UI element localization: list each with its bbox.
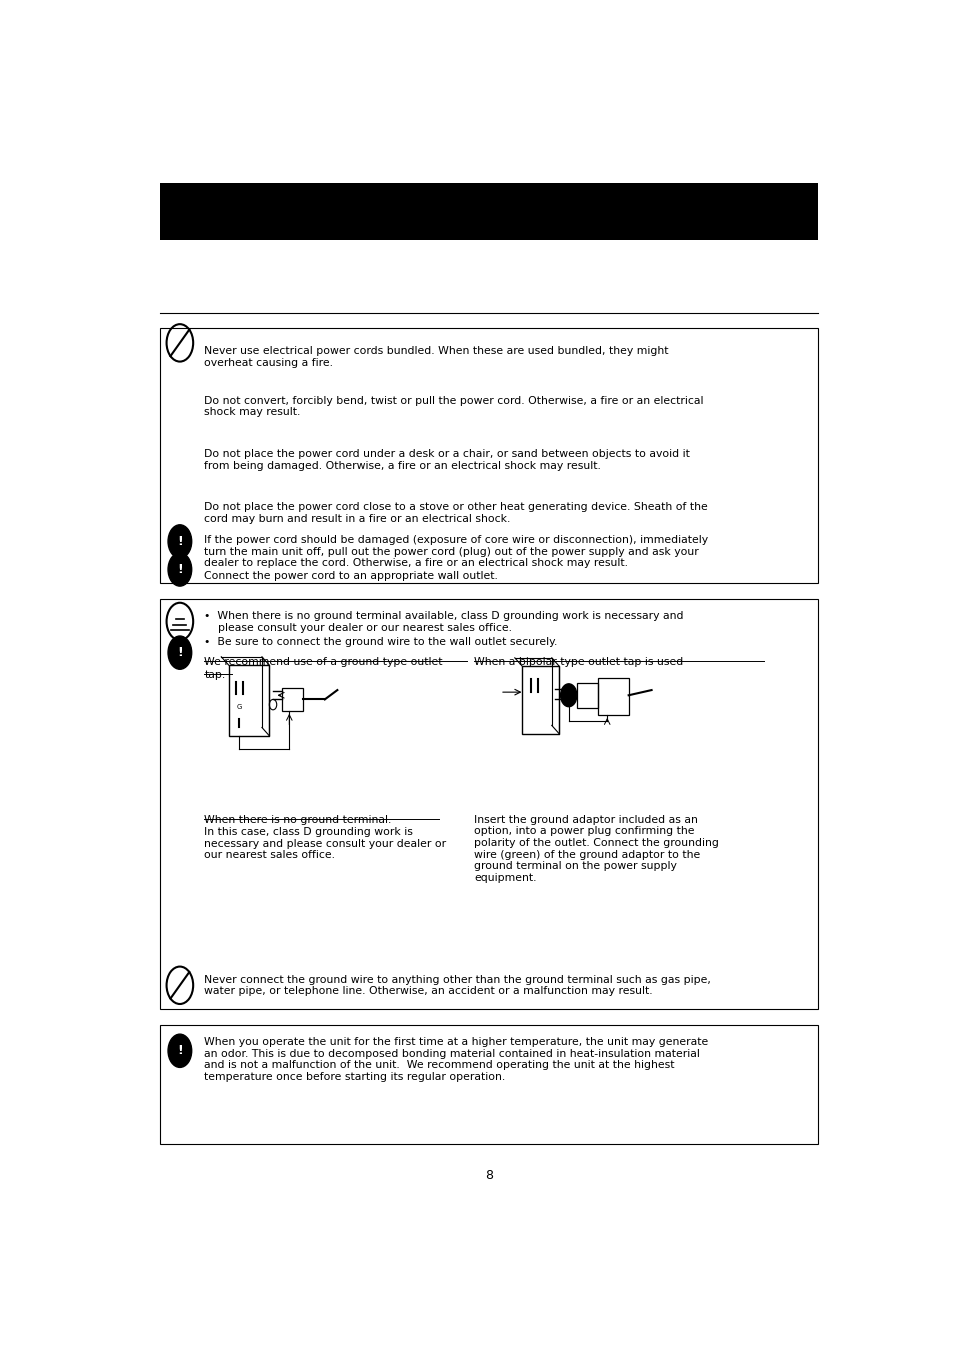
Text: !: ! [177, 535, 183, 548]
FancyBboxPatch shape [160, 328, 817, 583]
Text: When there is no ground terminal.: When there is no ground terminal. [204, 815, 392, 825]
Text: When a bipolar type outlet tap is used: When a bipolar type outlet tap is used [474, 657, 682, 667]
FancyBboxPatch shape [160, 598, 817, 1010]
Text: 8: 8 [484, 1169, 493, 1183]
Text: G: G [236, 703, 242, 710]
Text: tap.: tap. [204, 671, 225, 680]
Text: Connect the power cord to an appropriate wall outlet.: Connect the power cord to an appropriate… [204, 571, 497, 580]
Text: •  When there is no ground terminal available, class D grounding work is necessa: • When there is no ground terminal avail… [204, 612, 683, 633]
Bar [229, 666, 269, 736]
FancyBboxPatch shape [160, 182, 817, 240]
Bar [577, 683, 597, 707]
FancyBboxPatch shape [160, 1025, 817, 1145]
Text: Do not place the power cord close to a stove or other heat generating device. Sh: Do not place the power cord close to a s… [204, 502, 707, 524]
Bar [282, 688, 302, 711]
Text: Do not place the power cord under a desk or a chair, or sand between objects to : Do not place the power cord under a desk… [204, 450, 689, 471]
Text: Insert the ground adaptor included as an
option, into a power plug confirming th: Insert the ground adaptor included as an… [474, 815, 719, 883]
Text: When you operate the unit for the first time at a higher temperature, the unit m: When you operate the unit for the first … [204, 1037, 708, 1083]
Circle shape [560, 684, 577, 706]
Circle shape [168, 1034, 192, 1068]
Circle shape [168, 554, 192, 586]
Text: Never connect the ground wire to anything other than the ground terminal such as: Never connect the ground wire to anythin… [204, 975, 710, 996]
Text: •  Be sure to connect the ground wire to the wall outlet securely.: • Be sure to connect the ground wire to … [204, 637, 558, 647]
Bar [521, 666, 558, 734]
Text: Do not convert, forcibly bend, twist or pull the power cord. Otherwise, a fire o: Do not convert, forcibly bend, twist or … [204, 396, 703, 417]
Text: If the power cord should be damaged (exposure of core wire or disconnection), im: If the power cord should be damaged (exp… [204, 535, 708, 568]
Text: In this case, class D grounding work is
necessary and please consult your dealer: In this case, class D grounding work is … [204, 828, 446, 860]
Text: !: ! [177, 563, 183, 576]
Circle shape [168, 525, 192, 558]
Text: Never use electrical power cords bundled. When these are used bundled, they migh: Never use electrical power cords bundled… [204, 346, 668, 367]
Text: !: ! [177, 647, 183, 659]
Text: !: ! [177, 1045, 183, 1057]
Bar [597, 678, 628, 716]
Circle shape [168, 636, 192, 670]
Text: We recommend use of a ground type outlet: We recommend use of a ground type outlet [204, 657, 442, 667]
